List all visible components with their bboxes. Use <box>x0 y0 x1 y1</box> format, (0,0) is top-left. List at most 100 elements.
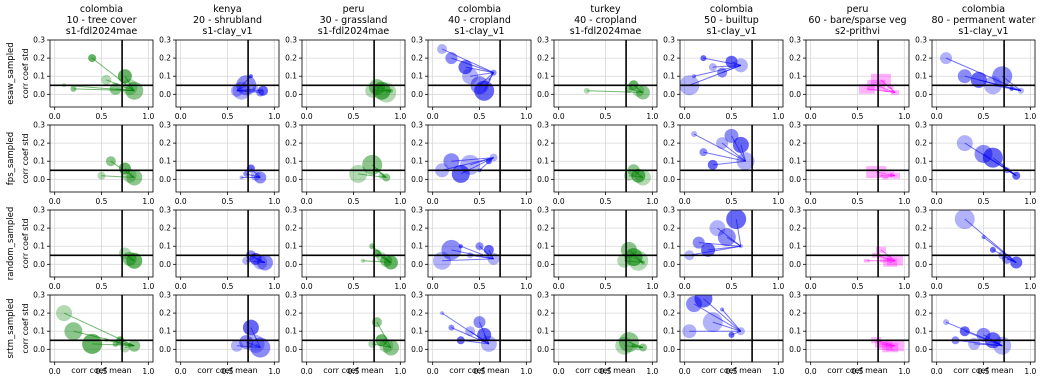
y-tick-label: 0.3 <box>915 291 927 300</box>
series-link <box>876 84 896 93</box>
panel-r0-c7: 0.0 0.5 1.0 0.0 0.1 0.2 0.3 <box>915 36 1036 122</box>
y-tick-label: 0.3 <box>789 291 801 300</box>
series-link <box>358 173 387 179</box>
data-point <box>724 128 739 143</box>
data-point <box>874 340 887 348</box>
x-tick-label: 0.5 <box>96 282 108 291</box>
y-tick-label: 0.0 <box>537 260 549 269</box>
series-link <box>889 86 896 93</box>
x-axis-label: corr coef mean <box>575 366 636 375</box>
data-point <box>383 255 398 270</box>
data-point <box>70 85 77 92</box>
y-tick-label: 0.1 <box>285 327 297 336</box>
x-tick-label: 0.0 <box>805 367 817 376</box>
x-tick-label: 1.0 <box>646 367 658 376</box>
x-tick-label: 0.0 <box>175 197 187 206</box>
data-point <box>631 168 646 183</box>
data-point <box>883 258 898 267</box>
y-tick-label: 0.1 <box>663 327 675 336</box>
data-point <box>640 260 645 265</box>
data-point <box>1010 256 1023 269</box>
data-point <box>256 254 273 271</box>
column-title-line: turkey <box>590 4 621 15</box>
data-point <box>954 210 975 230</box>
x-tick-label: 0.0 <box>679 112 691 121</box>
data-point <box>250 170 261 181</box>
x-tick-label: 0.5 <box>852 197 864 206</box>
y-tick-label: 0.0 <box>789 175 801 184</box>
y-tick-label: 0.1 <box>915 327 927 336</box>
y-tick-label: 0.2 <box>33 309 45 318</box>
panel-r3-c7: 0.0 0.5 1.0 0.0 0.1 0.2 0.3 <box>915 291 1036 377</box>
series-link <box>101 175 135 179</box>
data-point <box>717 228 736 247</box>
series-link <box>885 258 896 262</box>
y-tick-label: 0.3 <box>285 206 297 215</box>
y-tick-label: 0.2 <box>789 224 801 233</box>
x-tick-label: 0.0 <box>427 367 439 376</box>
y-tick-label: 0.0 <box>33 345 45 354</box>
y-tick-label: 0.2 <box>285 54 297 63</box>
data-point <box>126 252 143 269</box>
panel-r3-c5: 0.0 0.5 1.0 0.0 0.1 0.2 0.3 <box>663 291 784 377</box>
data-point <box>489 153 498 162</box>
data-point <box>885 340 904 352</box>
y-tick-label: 0.1 <box>411 242 423 251</box>
row-label: esaw_sampled <box>6 42 16 104</box>
y-tick-label: 0.1 <box>411 157 423 166</box>
series-link <box>712 321 742 332</box>
panel-r1-c6: 0.0 0.5 1.0 0.0 0.1 0.2 0.3 <box>789 121 910 207</box>
panel-r2-c2: 0.0 0.5 1.0 0.0 0.1 0.2 0.3 <box>285 206 406 292</box>
y-tick-label: 0.3 <box>915 36 927 45</box>
series-link <box>255 175 261 178</box>
data-point <box>1000 162 1005 167</box>
data-point <box>863 258 870 263</box>
series <box>583 80 650 100</box>
y-tick-label: 0.0 <box>915 345 927 354</box>
series <box>623 164 651 186</box>
series <box>242 250 273 271</box>
data-point <box>82 333 103 354</box>
data-point <box>993 336 1012 355</box>
series-link <box>885 175 896 179</box>
x-tick-label: 1.0 <box>142 282 154 291</box>
x-tick-label: 0.5 <box>852 282 864 291</box>
data-point <box>883 89 888 92</box>
data-point <box>490 69 497 76</box>
series-link <box>441 157 494 171</box>
data-point <box>445 52 458 65</box>
data-point <box>736 152 755 171</box>
panel-r0-c2: 0.0 0.5 1.0 0.0 0.1 0.2 0.3 <box>285 36 406 122</box>
x-tick-label: 0.0 <box>553 367 565 376</box>
y-tick-label: 0.1 <box>789 72 801 81</box>
series <box>863 246 903 267</box>
y-tick-label: 0.3 <box>159 121 171 130</box>
data-point <box>382 173 391 182</box>
y-tick-label: 0.3 <box>537 291 549 300</box>
series-link <box>460 245 494 260</box>
series <box>940 52 1024 95</box>
y-tick-label: 0.0 <box>33 90 45 99</box>
x-tick-label: 0.0 <box>679 197 691 206</box>
series-link <box>693 133 746 162</box>
x-tick-label: 1.0 <box>142 112 154 121</box>
column-title-line: colombia <box>458 4 501 15</box>
data-point <box>239 175 244 180</box>
x-tick-label: 0.5 <box>348 112 360 121</box>
data-point <box>878 341 893 350</box>
y-tick-label: 0.0 <box>285 90 297 99</box>
panel-r1-c3: 0.0 0.5 1.0 0.0 0.1 0.2 0.3 <box>411 121 532 207</box>
column-title-line: 80 - permanent water <box>932 15 1036 26</box>
y-tick-label: 0.3 <box>411 291 423 300</box>
data-point <box>360 258 365 263</box>
column-title-line: s1-clay_v1 <box>706 26 756 37</box>
data-point <box>882 342 899 353</box>
y-tick-label: 0.2 <box>915 309 927 318</box>
data-point <box>959 326 970 337</box>
panel-r2-c1: 0.0 0.5 1.0 0.0 0.1 0.2 0.3 <box>159 206 280 292</box>
x-tick-label: 0.5 <box>726 367 738 376</box>
x-tick-label: 1.0 <box>646 112 658 121</box>
x-tick-label: 0.0 <box>805 282 817 291</box>
y-tick-label: 0.1 <box>33 327 45 336</box>
x-tick-label: 1.0 <box>520 282 532 291</box>
